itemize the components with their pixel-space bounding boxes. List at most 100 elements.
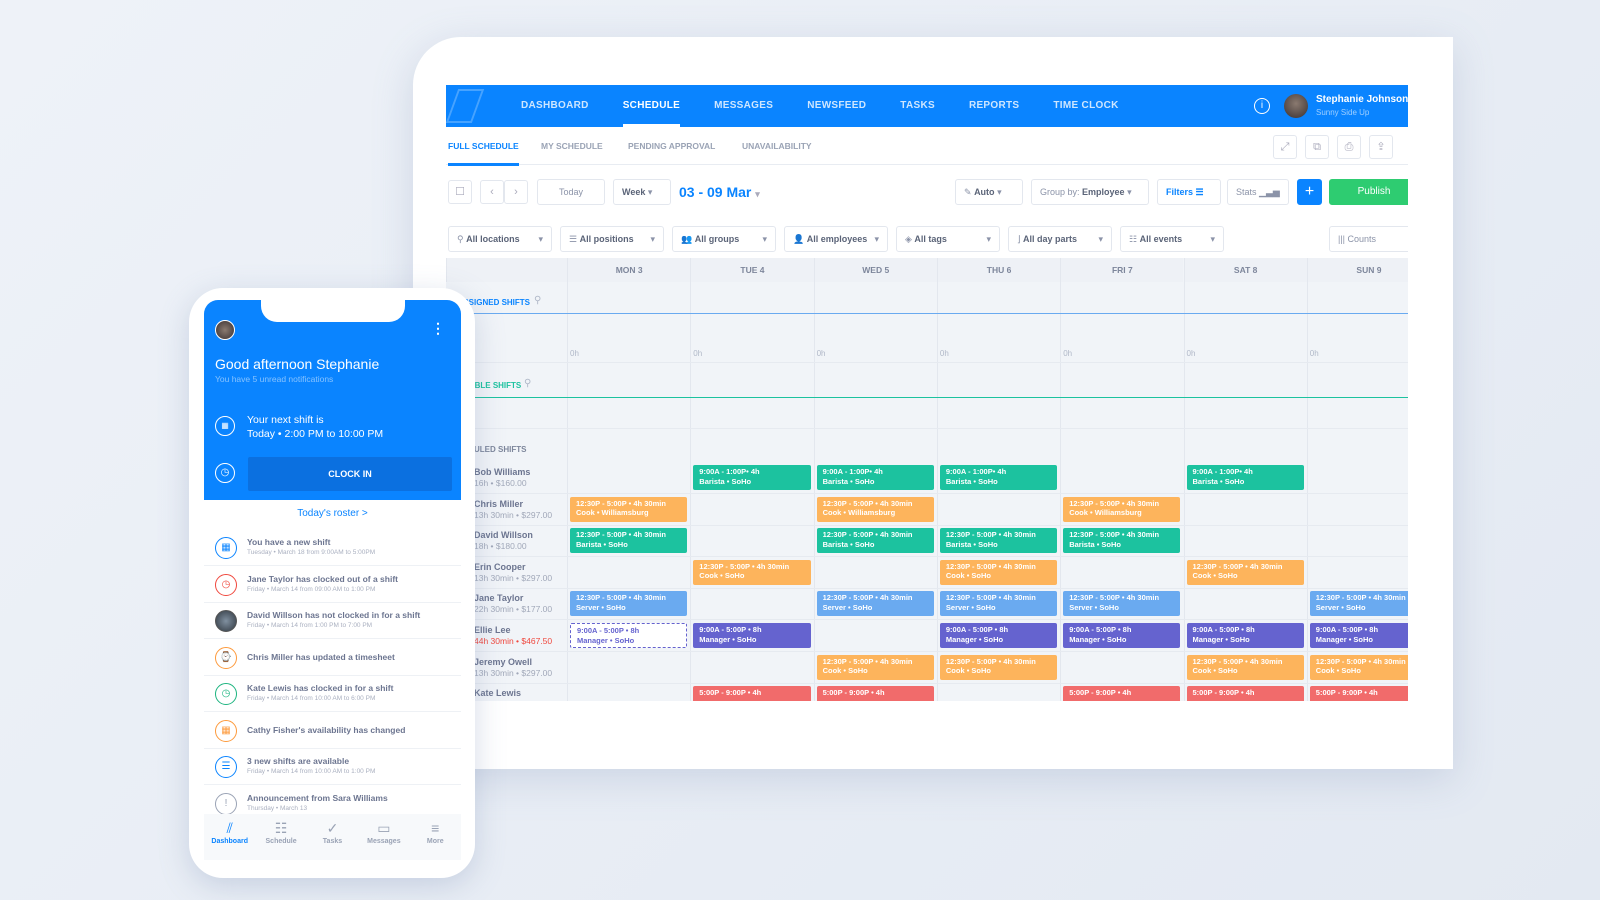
day-header[interactable]: TUE 4 — [690, 258, 814, 282]
shift-card[interactable]: 12:30P - 5:00P • 4h 30min Cook • SoHo — [939, 654, 1058, 680]
nav-schedule[interactable]: SCHEDULE — [606, 85, 697, 127]
nav-messages[interactable]: MESSAGES — [714, 100, 774, 111]
shift-card[interactable]: 12:30P - 5:00P • 4h 30min Cook • Williams… — [570, 496, 688, 522]
day-header[interactable]: WED 5 — [813, 258, 937, 282]
shift-card[interactable]: 9:00A - 1:00P• 4h Barista • SoHo — [1186, 465, 1304, 490]
filter-all-locations[interactable]: ⚲ All locations ▾ — [448, 226, 552, 252]
notification-item[interactable]: ◷ Jane Taylor has clocked out of a shift F… — [204, 567, 461, 603]
tab-unavailability[interactable]: UNAVAILABILITY — [742, 141, 812, 151]
mobile-tab-messages[interactable]: ▭ Messages — [360, 820, 408, 860]
filter-all-day-parts[interactable]: ⌋ All day parts ▾ — [1008, 226, 1112, 252]
filter-all-employees[interactable]: 👤 All employees ▾ — [784, 226, 888, 252]
shift-card[interactable]: 5:00P - 9:00P • 4h — [693, 686, 811, 701]
shift-card[interactable]: 12:30P - 5:00P • 4h 30min Barista • SoHo — [1063, 528, 1181, 554]
shift-card[interactable]: 9:00A - 5:00P • 8h Manager • SoHo — [939, 623, 1058, 648]
day-header[interactable]: THU 6 — [936, 258, 1061, 282]
notification-item[interactable]: ▦ Cathy Fisher's availability has changed — [204, 713, 461, 749]
shift-card[interactable]: 9:00A - 5:00P • 8h Manager • SoHo — [693, 623, 811, 648]
user-avatar[interactable] — [215, 320, 235, 340]
shift-card[interactable]: 9:00A - 5:00P • 8h Manager • SoHo — [1309, 623, 1408, 648]
shift-card[interactable]: 5:00P - 9:00P • 4h — [1309, 686, 1408, 701]
shift-card[interactable]: 12:30P - 5:00P • 4h 30min Cook • SoHo — [1186, 654, 1304, 680]
auto-button[interactable]: ✎ Auto ▾ — [955, 179, 1023, 205]
add-shift-button[interactable]: + — [1297, 179, 1322, 205]
next-week-button[interactable]: › — [504, 180, 528, 204]
shift-card[interactable]: 12:30P - 5:00P • 4h 30min Barista • SoHo — [570, 528, 688, 554]
counts-button[interactable]: ||| Counts — [1329, 226, 1408, 252]
export-icon[interactable]: ⇪ — [1369, 135, 1393, 159]
mobile-tab-more[interactable]: ≡ More — [411, 820, 459, 860]
shift-card[interactable]: 9:00A - 1:00P• 4h Barista • SoHo — [816, 465, 934, 490]
filter-all-events[interactable]: ☷ All events ▾ — [1120, 226, 1224, 252]
shift-card[interactable]: 12:30P - 5:00P • 4h 30min Cook • SoHo — [816, 654, 934, 680]
stats-button[interactable]: Stats ▁▃▅ — [1227, 179, 1289, 205]
shift-card[interactable]: 12:30P - 5:00P • 4h 30min Cook • SoHo — [1309, 654, 1408, 680]
prev-week-button[interactable]: ‹ — [480, 180, 504, 204]
nav-newsfeed[interactable]: NEWSFEED — [807, 100, 867, 111]
date-range[interactable]: 03 - 09 Mar ▾ — [679, 184, 760, 200]
day-header[interactable]: MON 3 — [567, 258, 691, 282]
shift-card[interactable]: 12:30P - 5:00P • 4h 30min Server • SoHo — [1063, 591, 1181, 617]
day-header[interactable]: SAT 8 — [1183, 258, 1307, 282]
shift-card[interactable]: 12:30P - 5:00P • 4h 30min Cook • SoHo — [939, 559, 1058, 585]
shift-card[interactable]: 9:00A - 1:00P• 4h Barista • SoHo — [693, 465, 811, 490]
publish-button[interactable]: Publish — [1329, 179, 1408, 205]
shift-card[interactable]: 12:30P - 5:00P • 4h 30min Server • SoHo — [816, 591, 934, 617]
nav-time-clock[interactable]: TIME CLOCK — [1053, 100, 1119, 111]
employee-name[interactable]: Ellie Lee — [474, 625, 511, 635]
employee-name[interactable]: David Willson — [474, 530, 533, 541]
print-icon[interactable]: ⎙ — [1337, 135, 1361, 159]
shift-card[interactable]: 12:30P - 5:00P • 4h 30min Server • SoHo — [570, 591, 688, 617]
clock-in-button[interactable]: CLOCK IN — [248, 457, 452, 491]
fullscreen-icon[interactable]: ⤢ — [1273, 135, 1297, 159]
user-name[interactable]: Stephanie Johnson — [1316, 94, 1408, 105]
shift-card[interactable]: 12:30P - 5:00P • 4h 30min Cook • Williams… — [816, 496, 934, 522]
shift-card[interactable]: 9:00A - 5:00P • 8h Manager • SoHo — [570, 623, 688, 648]
todays-roster-link[interactable]: Today's roster > — [297, 508, 368, 519]
shift-card[interactable]: 5:00P - 9:00P • 4h — [1186, 686, 1304, 701]
notification-item[interactable]: ▦ You have a new shift Tuesday • March 18 … — [204, 530, 461, 566]
shift-card[interactable]: 12:30P - 5:00P • 4h 30min Server • SoHo — [939, 591, 1058, 617]
filter-all-positions[interactable]: ☰ All positions ▾ — [560, 226, 664, 252]
tab-pending-approval[interactable]: PENDING APPROVAL — [628, 141, 716, 151]
user-avatar[interactable] — [1284, 94, 1308, 118]
notification-item[interactable]: ◷ Kate Lewis has clocked in for a shift Fr… — [204, 676, 461, 712]
shift-card[interactable]: 9:00A - 5:00P • 8h Manager • SoHo — [1063, 623, 1181, 648]
shift-card[interactable]: 5:00P - 9:00P • 4h — [1063, 686, 1181, 701]
notification-item[interactable]: ☰ 3 new shifts are available Friday • Marc… — [204, 749, 461, 785]
shift-card[interactable]: 9:00A - 1:00P• 4h Barista • SoHo — [939, 465, 1058, 490]
nav-dashboard[interactable]: DASHBOARD — [521, 100, 589, 111]
employee-name[interactable]: Jeremy Owell — [474, 656, 533, 667]
shift-card[interactable]: 12:30P - 5:00P • 4h 30min Barista • SoHo — [939, 528, 1058, 554]
employee-name[interactable]: Bob Williams — [474, 467, 531, 477]
day-header[interactable]: SUN 9 — [1306, 258, 1408, 282]
filter-all-tags[interactable]: ◈ All tags ▾ — [896, 226, 1000, 252]
info-icon[interactable]: i — [1254, 98, 1270, 114]
shift-card[interactable]: 5:00P - 9:00P • 4h — [816, 686, 934, 701]
mobile-tab-schedule[interactable]: ☷ Schedule — [257, 820, 305, 860]
nav-reports[interactable]: REPORTS — [968, 100, 1020, 111]
shift-card[interactable]: 12:30P - 5:00P • 4h 30min Cook • Williams… — [1063, 496, 1181, 522]
tab-my-schedule[interactable]: MY SCHEDULE — [541, 141, 603, 151]
today-button[interactable]: Today — [537, 179, 605, 205]
group-by-select[interactable]: Group by: Employee ▾ — [1031, 179, 1149, 205]
notification-item[interactable]: David Willson has not clocked in for a s… — [204, 603, 461, 639]
employee-name[interactable]: Chris Miller — [474, 498, 524, 509]
mobile-tab-dashboard[interactable]: ⫽ Dashboard — [206, 820, 254, 860]
shift-card[interactable]: 12:30P - 5:00P • 4h 30min Cook • SoHo — [693, 559, 811, 585]
employee-name[interactable]: Kate Lewis — [474, 688, 522, 699]
filter-all-groups[interactable]: 👥 All groups ▾ — [672, 226, 776, 252]
shift-card[interactable]: 12:30P - 5:00P • 4h 30min Barista • SoHo — [816, 528, 934, 554]
select-all-checkbox[interactable]: ☐ — [448, 180, 472, 204]
tab-full-schedule[interactable]: FULL SCHEDULE — [448, 141, 519, 166]
filters-button[interactable]: Filters ☰ — [1157, 179, 1221, 205]
day-header[interactable]: FRI 7 — [1060, 258, 1184, 282]
shift-card[interactable]: 12:30P - 5:00P • 4h 30min Cook • SoHo — [1186, 559, 1304, 585]
employee-name[interactable]: Jane Taylor — [474, 593, 524, 604]
shift-card[interactable]: 9:00A - 5:00P • 8h Manager • SoHo — [1186, 623, 1304, 648]
nav-tasks[interactable]: TASKS — [900, 100, 935, 111]
more-vertical-icon[interactable]: ⋮ — [431, 320, 445, 336]
notification-item[interactable]: ⌚ Chris Miller has updated a timesheet — [204, 640, 461, 676]
employee-name[interactable]: Erin Cooper — [474, 561, 526, 572]
view-select[interactable]: Week ▾ — [613, 179, 671, 205]
